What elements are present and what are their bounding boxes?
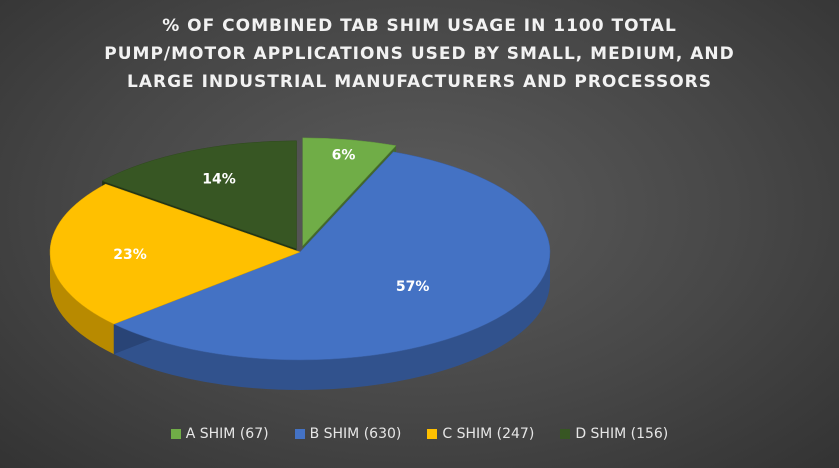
chart-title-line-1: % OF COMBINED TAB SHIM USAGE IN 1100 TOT…: [162, 16, 677, 36]
slice-d-shim: [101, 140, 297, 250]
legend-swatch-a-shim: [170, 429, 181, 439]
legend-swatch-d-shim: [560, 429, 571, 439]
legend-swatch-b-shim: [294, 429, 305, 439]
slice-side-c-shim: [50, 252, 114, 355]
data-label-b-shim: 57%: [396, 279, 430, 295]
legend-item-b-shim: B SHIM (630): [294, 426, 402, 442]
pie-labels: 6% 57% 23% 14%: [113, 148, 429, 295]
legend-label-c-shim: C SHIM (247): [442, 426, 535, 442]
legend-item-a-shim: A SHIM (67): [170, 426, 269, 442]
legend-label-d-shim: D SHIM (156): [575, 426, 669, 442]
data-label-d-shim: 14%: [202, 172, 236, 188]
slice-side-b-shim: [113, 252, 550, 390]
legend: A SHIM (67) B SHIM (630) C SHIM (247) D …: [0, 426, 839, 442]
legend-item-c-shim: C SHIM (247): [427, 426, 534, 442]
chart-title-line-3: LARGE INDUSTRIAL MANUFACTURERS AND PROCE…: [127, 72, 712, 92]
data-label-a-shim: 6%: [332, 148, 356, 164]
chart-title: % OF COMBINED TAB SHIM USAGE IN 1100 TOT…: [0, 12, 839, 96]
slice-b-shim: [113, 151, 551, 361]
slice-c-shim: [49, 183, 301, 325]
pie-tops: [49, 137, 551, 361]
legend-item-d-shim: D SHIM (156): [560, 426, 668, 442]
slice-a-shim: [302, 137, 397, 247]
legend-label-a-shim: A SHIM (67): [185, 426, 269, 442]
legend-swatch-c-shim: [427, 429, 438, 439]
legend-label-b-shim: B SHIM (630): [309, 426, 402, 442]
chart-title-line-2: PUMP/MOTOR APPLICATIONS USED BY SMALL, M…: [104, 44, 735, 64]
data-label-c-shim: 23%: [113, 247, 147, 263]
